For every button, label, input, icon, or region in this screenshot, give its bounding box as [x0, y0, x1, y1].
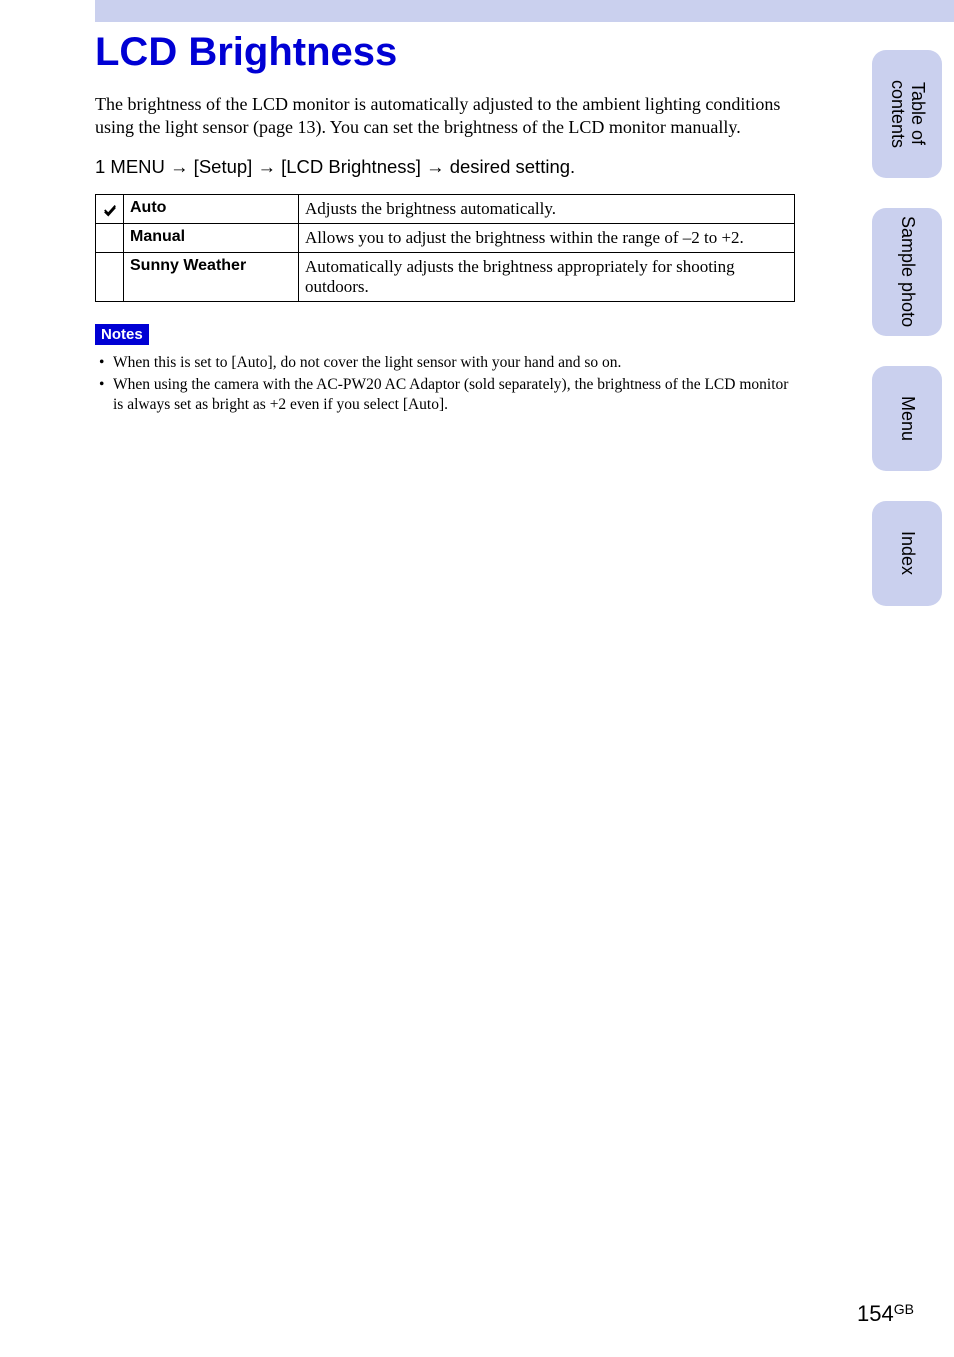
- side-tab-label: Menu: [897, 396, 917, 441]
- setting-name: Auto: [124, 194, 299, 223]
- side-tab-toc[interactable]: Table of contents: [872, 50, 942, 178]
- notes-label: Notes: [95, 324, 149, 345]
- check-cell: [96, 194, 124, 223]
- top-accent-bar: [95, 0, 954, 22]
- page-title: LCD Brightness: [95, 30, 795, 75]
- note-item: When using the camera with the AC-PW20 A…: [95, 375, 795, 415]
- setting-desc: Adjusts the brightness automatically.: [299, 194, 795, 223]
- note-item: When this is set to [Auto], do not cover…: [95, 353, 795, 373]
- side-tab-label: Sample photo: [897, 216, 917, 327]
- table-row: Sunny Weather Automatically adjusts the …: [96, 252, 795, 301]
- side-tab-sample-photo[interactable]: Sample photo: [872, 208, 942, 336]
- side-tab-label: Index: [897, 531, 917, 575]
- menu-step: 1 MENU → [Setup] → [LCD Brightness] → de…: [95, 156, 795, 178]
- setting-name: Manual: [124, 223, 299, 252]
- checkmark-icon: [103, 203, 117, 217]
- setting-name: Sunny Weather: [124, 252, 299, 301]
- main-content: LCD Brightness The brightness of the LCD…: [95, 30, 795, 417]
- table-row: Manual Allows you to adjust the brightne…: [96, 223, 795, 252]
- settings-table: Auto Adjusts the brightness automaticall…: [95, 194, 795, 302]
- table-row: Auto Adjusts the brightness automaticall…: [96, 194, 795, 223]
- setting-desc: Automatically adjusts the brightness app…: [299, 252, 795, 301]
- setting-desc: Allows you to adjust the brightness with…: [299, 223, 795, 252]
- page-number: 154GB: [857, 1301, 914, 1327]
- side-tab-menu[interactable]: Menu: [872, 366, 942, 471]
- page-region: GB: [894, 1301, 914, 1317]
- notes-list: When this is set to [Auto], do not cover…: [95, 353, 795, 415]
- check-cell: [96, 223, 124, 252]
- side-tabs: Table of contents Sample photo Menu Inde…: [872, 50, 942, 636]
- side-tab-index[interactable]: Index: [872, 501, 942, 606]
- check-cell: [96, 252, 124, 301]
- intro-paragraph: The brightness of the LCD monitor is aut…: [95, 93, 795, 140]
- side-tab-label: Table of contents: [887, 50, 927, 178]
- page-number-value: 154: [857, 1301, 894, 1326]
